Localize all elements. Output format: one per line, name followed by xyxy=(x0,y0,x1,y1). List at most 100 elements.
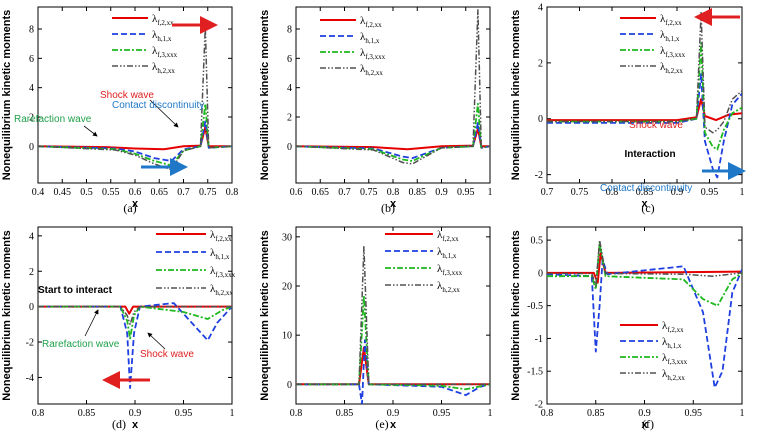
legend-entry: λf,2,xx xyxy=(662,320,684,334)
y-tick-label: -2 xyxy=(26,338,34,349)
x-tick-label: 0.6 xyxy=(129,187,142,198)
legend-entry: λf,2,xx xyxy=(152,13,174,27)
series-line-4 xyxy=(296,245,490,386)
y-tick-label: 0 xyxy=(538,268,543,279)
legend-entry: λh,2,xx xyxy=(210,283,233,297)
y-tick-label: -4 xyxy=(26,373,34,384)
y-tick-label: 6 xyxy=(287,54,292,65)
y-tick-label: -2 xyxy=(535,170,543,181)
series-line-2 xyxy=(296,122,490,159)
legend-entry: λf,3,xxx xyxy=(437,263,463,277)
x-tick-label: 0.9 xyxy=(671,187,684,198)
series-line-4 xyxy=(38,305,232,326)
x-tick-label: 0.95 xyxy=(433,408,451,419)
panel-caption: (e) xyxy=(375,417,388,431)
legend-entry: λh,1,x xyxy=(152,29,172,43)
y-tick-label: 6 xyxy=(29,54,34,65)
series-line-2 xyxy=(38,120,232,162)
y-tick-label: 10 xyxy=(282,331,292,342)
x-tick-label: 0.85 xyxy=(409,187,427,198)
y-tick-label: -1 xyxy=(535,334,543,345)
series-line-1 xyxy=(38,126,232,151)
legend-entry: λf,2,xx xyxy=(210,229,232,243)
x-tick-label: 0.8 xyxy=(226,187,239,198)
x-tick-label: 0.9 xyxy=(435,187,448,198)
annotation-label: Interaction xyxy=(624,149,675,160)
x-tick-label: 0.75 xyxy=(360,187,378,198)
x-tick-label: 1 xyxy=(230,408,235,419)
x-tick-label: 0.65 xyxy=(312,187,330,198)
x-tick-label: 0.95 xyxy=(685,408,703,419)
annotation-label: Contact discontinuity xyxy=(112,100,204,111)
y-tick-label: 0.5 xyxy=(531,236,544,247)
y-tick-label: 0 xyxy=(29,142,34,153)
chart-panel-1: 0.4 0.45 0.5 0.55 0.6 0.65 0.7 0.75 0.8 0 2 4 6 8 λf,2… xyxy=(14,6,239,215)
annotation-label: Rarefaction wave xyxy=(14,114,92,125)
y-tick-label: 0 xyxy=(287,142,292,153)
y-axis-label: Nonequilibrium kinetic moments xyxy=(1,230,13,401)
series-line-3 xyxy=(547,242,742,307)
y-tick-label: 4 xyxy=(29,83,34,94)
legend-entry: λf,3,xxx xyxy=(210,265,236,279)
legend-entry: λh,2,xx xyxy=(437,280,460,294)
x-axis-label: x xyxy=(390,419,397,431)
series-line-3 xyxy=(296,294,490,391)
y-tick-label: -1.5 xyxy=(527,367,543,378)
chart-panel-4: 0.8 0.85 0.9 0.95 1 -4 -2 0 2 4 λf,2,xx λh,1,x λf,3,… xyxy=(26,226,236,431)
x-tick-label: 0.45 xyxy=(54,187,72,198)
legend-entry: λf,2,xx xyxy=(360,15,382,29)
series-line-4 xyxy=(296,9,490,165)
x-tick-label: 0.95 xyxy=(701,187,719,198)
chart-panel-6: 0.8 0.85 0.9 0.95 1 -2 -1.5 -1 -0.5 0 0.5 λf,2,xx λh… xyxy=(527,226,745,431)
x-tick-label: 0.4 xyxy=(32,187,45,198)
legend-entry: λh,1,x xyxy=(360,31,380,45)
y-tick-label: 20 xyxy=(282,282,292,293)
legend-entry: λh,1,x xyxy=(210,247,230,261)
chart-panel-2: 0.6 0.65 0.7 0.75 0.8 0.85 0.9 0.95 1 0 2 4 6 8 λf,2,x… xyxy=(287,6,493,215)
x-tick-label: 1 xyxy=(488,408,493,419)
legend-entry: λh,1,x xyxy=(662,336,682,350)
annotation-pointer xyxy=(84,309,99,337)
series-line-1 xyxy=(547,98,742,122)
x-tick-label: 0.8 xyxy=(32,408,45,419)
x-tick-label: 0.85 xyxy=(336,408,354,419)
annotation-label: Start to interact xyxy=(38,285,113,296)
plot-frame xyxy=(295,226,491,405)
annotation-pointer xyxy=(83,125,98,137)
legend-entry: λf,3,xxx xyxy=(660,45,686,59)
x-axis-label: x xyxy=(641,419,648,431)
annotation-label: Shock wave xyxy=(100,90,154,101)
x-tick-label: 0.85 xyxy=(636,187,654,198)
y-axis-label: Nonequilibrium kinetic moments xyxy=(1,10,13,181)
legend-entry: λh,1,x xyxy=(660,29,680,43)
x-tick-label: 0.65 xyxy=(151,187,169,198)
y-tick-label: 8 xyxy=(287,25,292,36)
panel-caption: (a) xyxy=(123,201,136,215)
y-tick-label: 8 xyxy=(29,25,34,36)
x-tick-label: 0.9 xyxy=(638,408,651,419)
plot-frame xyxy=(37,226,233,405)
annotation-label: Shock wave xyxy=(629,120,683,131)
legend-entry: λh,2,xx xyxy=(662,368,685,382)
x-tick-label: 1 xyxy=(740,187,745,198)
x-axis-label: x xyxy=(132,198,139,210)
y-tick-label: 0 xyxy=(287,380,292,391)
x-tick-label: 0.5 xyxy=(80,187,93,198)
x-axis-label: x xyxy=(132,419,139,431)
x-tick-label: 1 xyxy=(740,408,745,419)
legend-entry: λf,2,xx xyxy=(660,13,682,27)
x-tick-label: 0.85 xyxy=(78,408,96,419)
y-tick-label: 4 xyxy=(287,83,292,94)
series-line-3 xyxy=(296,102,490,162)
annotation-pointer xyxy=(147,332,166,350)
y-tick-label: 2 xyxy=(29,113,34,124)
x-tick-label: 0.8 xyxy=(606,187,619,198)
legend-entry: λh,2,xx xyxy=(660,61,683,75)
annotation-pointer xyxy=(149,99,179,128)
series-line-4 xyxy=(38,25,232,171)
panel-caption: (f) xyxy=(642,417,654,431)
x-tick-label: 0.55 xyxy=(102,187,120,198)
x-tick-label: 0.9 xyxy=(387,408,400,419)
